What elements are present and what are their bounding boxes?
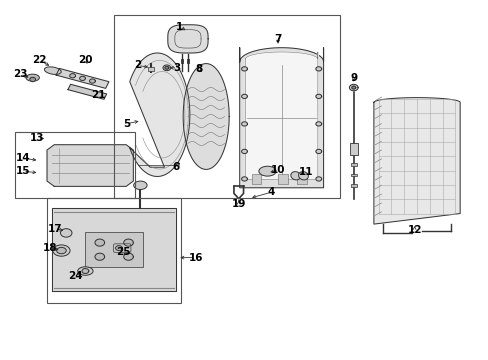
Ellipse shape [290, 172, 300, 180]
Bar [16, 132, 135, 198]
Polygon shape [30, 77, 36, 82]
Polygon shape [123, 239, 133, 246]
Ellipse shape [61, 229, 72, 237]
Ellipse shape [57, 247, 66, 254]
Polygon shape [315, 67, 321, 71]
Text: 4: 4 [266, 187, 274, 197]
Text: 12: 12 [407, 225, 421, 235]
Polygon shape [349, 84, 357, 91]
Polygon shape [315, 149, 321, 153]
Ellipse shape [26, 74, 40, 81]
Polygon shape [56, 68, 109, 88]
Text: 6: 6 [172, 162, 180, 172]
Polygon shape [82, 269, 89, 274]
Text: 8: 8 [195, 64, 202, 74]
Ellipse shape [44, 67, 61, 75]
Bar [350, 163, 356, 166]
Text: 3: 3 [173, 63, 181, 73]
Text: 2: 2 [134, 60, 142, 70]
Polygon shape [70, 74, 75, 78]
Polygon shape [115, 246, 122, 251]
Polygon shape [315, 177, 321, 181]
Ellipse shape [258, 166, 276, 176]
Bar [47, 198, 181, 303]
Text: 18: 18 [43, 243, 58, 253]
Ellipse shape [78, 267, 93, 275]
Polygon shape [95, 239, 104, 246]
Text: 5: 5 [123, 118, 130, 129]
Text: 20: 20 [78, 55, 92, 65]
Text: 24: 24 [68, 271, 83, 281]
Polygon shape [315, 94, 321, 99]
Polygon shape [239, 48, 323, 188]
Bar [349, 143, 357, 155]
Polygon shape [163, 65, 170, 71]
FancyBboxPatch shape [113, 244, 131, 252]
Polygon shape [167, 25, 208, 53]
Polygon shape [241, 67, 247, 71]
Text: 21: 21 [91, 90, 105, 100]
Polygon shape [68, 84, 106, 99]
Text: 14: 14 [16, 153, 30, 163]
Polygon shape [164, 66, 168, 69]
Text: 7: 7 [274, 34, 281, 44]
Polygon shape [241, 177, 247, 181]
Polygon shape [80, 76, 85, 81]
Text: 11: 11 [298, 167, 312, 176]
Ellipse shape [298, 172, 308, 180]
Polygon shape [373, 98, 459, 224]
Text: 19: 19 [231, 199, 245, 209]
Text: 17: 17 [48, 224, 62, 234]
Polygon shape [47, 145, 133, 186]
Bar [85, 232, 142, 267]
Bar [251, 174, 261, 184]
Bar [350, 184, 356, 187]
Polygon shape [52, 208, 176, 291]
Polygon shape [241, 94, 247, 99]
Bar [278, 174, 287, 184]
Bar [114, 15, 340, 198]
Polygon shape [315, 122, 321, 126]
Bar [147, 67, 154, 71]
Ellipse shape [133, 181, 147, 189]
Ellipse shape [53, 245, 70, 256]
Text: 15: 15 [16, 166, 30, 176]
Polygon shape [129, 53, 189, 176]
Polygon shape [245, 52, 317, 179]
Text: 1: 1 [176, 22, 183, 32]
Polygon shape [241, 122, 247, 126]
Bar [297, 174, 306, 184]
Polygon shape [241, 149, 247, 153]
Polygon shape [183, 64, 229, 170]
Text: 13: 13 [30, 133, 44, 143]
Text: 9: 9 [349, 73, 357, 83]
Text: 22: 22 [32, 55, 46, 65]
Polygon shape [89, 79, 95, 83]
Text: 23: 23 [13, 69, 27, 79]
Polygon shape [123, 253, 133, 260]
Text: 10: 10 [270, 165, 285, 175]
Polygon shape [351, 86, 355, 89]
Text: 16: 16 [188, 253, 203, 262]
Polygon shape [95, 253, 104, 260]
Text: 25: 25 [116, 247, 131, 257]
Bar [350, 174, 356, 176]
